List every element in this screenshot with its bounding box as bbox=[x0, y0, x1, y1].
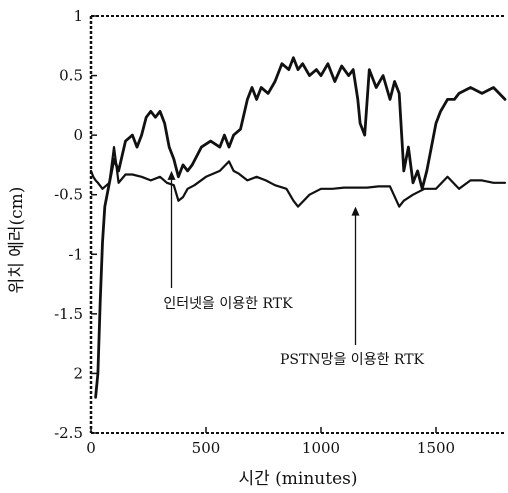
series-line-1 bbox=[89, 146, 507, 208]
series-line-2 bbox=[94, 56, 507, 399]
y-axis-ticks: 1 0.5 0 -0.5 -1 -1.5 2 -2.5 bbox=[54, 7, 97, 442]
y-tick-label: 1 bbox=[73, 7, 83, 25]
annotation-arrow-head bbox=[167, 170, 176, 180]
x-axis-label: 시간 (minutes) bbox=[238, 469, 357, 489]
y-tick-label: -1.5 bbox=[54, 305, 83, 323]
y-tick-label: -2.5 bbox=[54, 424, 83, 442]
annotation-arrow-head bbox=[351, 206, 360, 216]
x-tick-label: 1500 bbox=[417, 439, 455, 457]
y-tick-label: -1 bbox=[68, 245, 83, 263]
annotation-layer: 인터넷을 이용한 RTK PSTN망을 이용한 RTK bbox=[163, 170, 425, 368]
annotation-label: PSTN망을 이용한 RTK bbox=[280, 352, 425, 368]
y-tick-label: 0 bbox=[73, 126, 83, 144]
annotation-label: 인터넷을 이용한 RTK bbox=[163, 296, 293, 312]
y-tick-label: 0.5 bbox=[59, 67, 83, 85]
y-axis-label: 위치 에러(cm) bbox=[7, 187, 27, 294]
y-tick-label: 2 bbox=[73, 364, 83, 382]
y-tick-label: -0.5 bbox=[54, 186, 83, 204]
plot-frame bbox=[89, 15, 505, 434]
x-axis-ticks: 0 500 1000 1500 bbox=[86, 427, 455, 457]
series-layer bbox=[89, 56, 507, 399]
x-tick-label: 500 bbox=[192, 439, 221, 457]
x-tick-label: 1000 bbox=[302, 439, 340, 457]
x-tick-label: 0 bbox=[86, 439, 96, 457]
